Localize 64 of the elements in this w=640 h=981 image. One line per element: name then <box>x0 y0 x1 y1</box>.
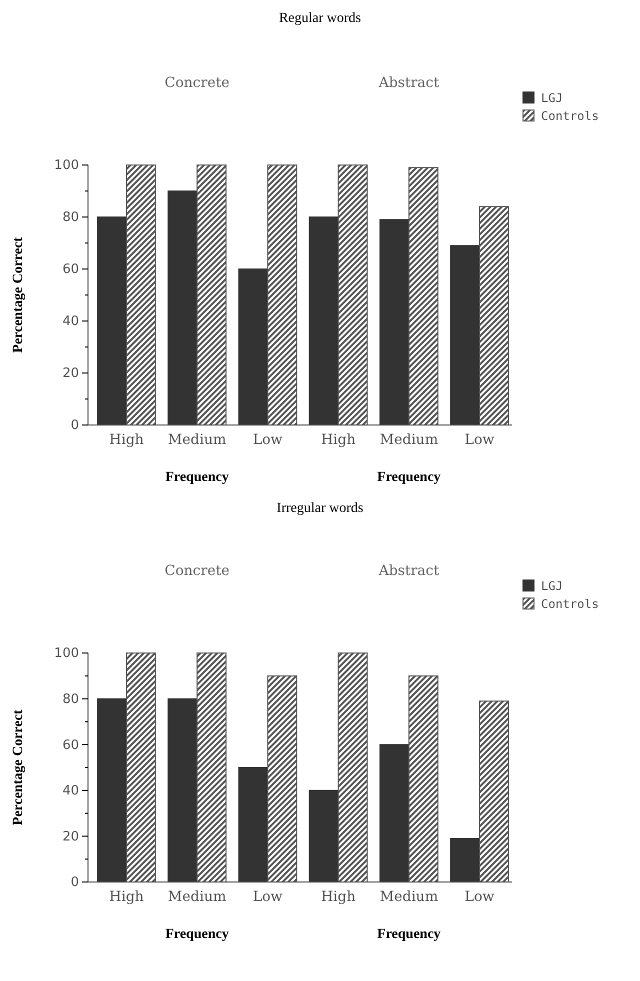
x-tick-label: Medium <box>380 432 438 448</box>
y-tick-label: 0 <box>70 875 79 890</box>
bar <box>338 164 368 426</box>
x-tick-label: Medium <box>380 888 438 905</box>
bar <box>126 652 156 882</box>
legend-label: LGJ <box>541 579 563 593</box>
bar <box>168 698 198 882</box>
y-tick-label: 40 <box>62 314 79 330</box>
y-tick-label: 40 <box>62 784 79 799</box>
bar <box>379 219 410 426</box>
y-tick-label: 60 <box>62 262 79 278</box>
bar <box>408 167 438 426</box>
x-tick-label: High <box>320 432 356 448</box>
chart-title: Irregular words <box>276 501 364 516</box>
text: Abstract <box>378 563 440 579</box>
x-tick-label: Low <box>464 888 494 905</box>
bar <box>97 698 127 882</box>
y-axis-title: Percentage Correct <box>11 709 26 826</box>
bar <box>126 164 156 426</box>
bar <box>196 652 227 882</box>
bar <box>267 164 298 426</box>
bar <box>238 268 268 426</box>
bar <box>379 744 410 882</box>
y-tick-label: 80 <box>62 210 79 226</box>
x-tick-label: Low <box>252 432 283 448</box>
legend-label: Controls <box>541 109 599 123</box>
x-tick-label: High <box>109 888 144 905</box>
x-tick-label: Low <box>464 432 494 448</box>
text: Frequency <box>377 470 441 485</box>
text: Concrete <box>164 75 230 91</box>
y-tick-label: 100 <box>54 158 79 174</box>
bar <box>479 206 509 426</box>
x-tick-label: Low <box>252 888 283 905</box>
bar <box>479 700 509 882</box>
bar <box>338 652 368 882</box>
bar <box>267 675 298 882</box>
y-axis-title: Percentage Correct <box>11 236 26 353</box>
text: Frequency <box>165 470 229 485</box>
text: Frequency <box>377 927 441 942</box>
y-tick-label: 100 <box>54 646 79 662</box>
x-tick-label: High <box>109 432 144 448</box>
bar <box>408 675 438 882</box>
x-tick-label: High <box>320 888 356 905</box>
legend-label: Controls <box>541 597 599 611</box>
x-tick-label: Medium <box>168 432 226 448</box>
y-tick-label: 0 <box>70 418 79 434</box>
x-tick-label: Medium <box>168 888 226 905</box>
y-tick-label: 60 <box>62 738 79 753</box>
bar <box>168 190 198 426</box>
bar <box>196 164 227 426</box>
bar <box>308 790 339 882</box>
text: Abstract <box>378 75 440 91</box>
bar <box>308 216 339 426</box>
bar <box>238 767 268 882</box>
bar <box>450 245 480 426</box>
y-tick-label: 20 <box>62 829 79 844</box>
bar <box>450 838 480 882</box>
text: Concrete <box>164 563 230 579</box>
legend-label: LGJ <box>541 91 563 105</box>
chart-title: Regular words <box>278 11 362 26</box>
y-tick-label: 20 <box>62 366 79 382</box>
text: Frequency <box>165 927 229 942</box>
bar <box>97 216 127 426</box>
y-tick-label: 80 <box>62 692 79 707</box>
